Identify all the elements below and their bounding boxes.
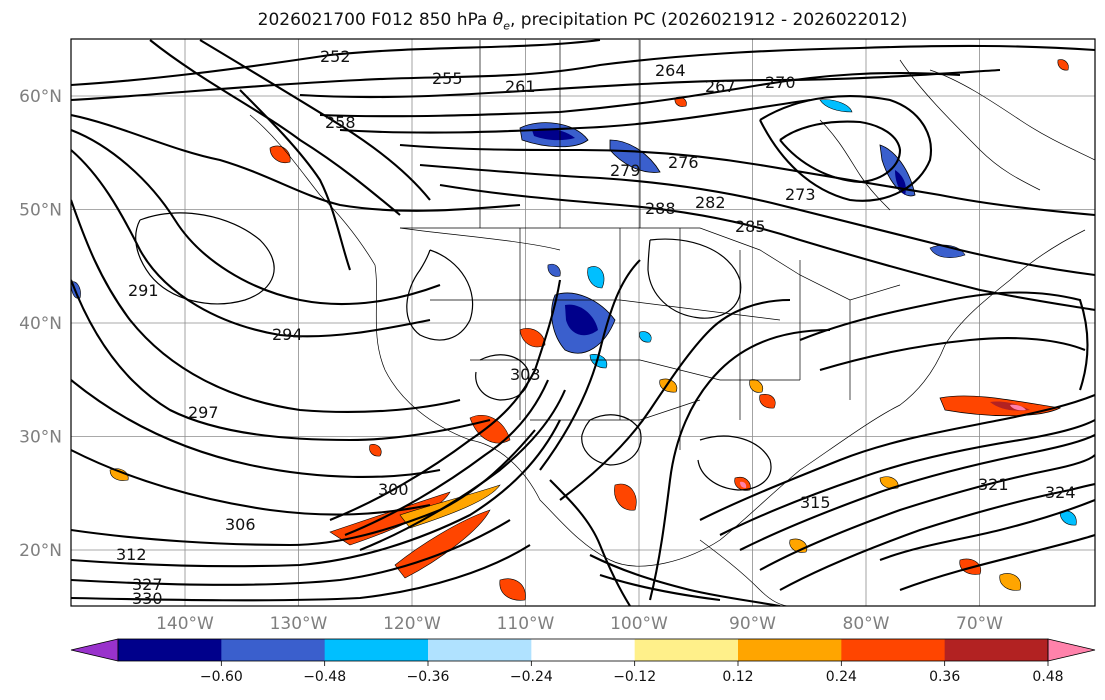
colorbar-tick-label: 0.12 (722, 669, 753, 685)
title-rest: , precipitation PC (2026021912 - 2026022… (509, 10, 908, 30)
coastlines-borders (249, 40, 1095, 606)
lon-label: 140°W (156, 614, 214, 634)
contour-label-312: 312 (116, 545, 147, 564)
contour-label-258: 258 (325, 113, 356, 132)
contour-label-273: 273 (785, 185, 816, 204)
contour-label-303: 303 (510, 365, 541, 384)
colorbar-segment (531, 639, 636, 661)
colorbar-tick-label: 0.48 (1032, 669, 1063, 685)
contour-label-270: 270 (765, 73, 796, 92)
contour-label-267: 267 (705, 77, 736, 96)
lon-label: 100°W (610, 614, 668, 634)
lat-label: 40°N (19, 314, 62, 334)
contour-label-297: 297 (188, 403, 219, 422)
contour-label-279: 279 (610, 161, 641, 180)
lat-label: 20°N (19, 541, 62, 561)
contour-label-306: 306 (225, 515, 256, 534)
precip-negative-areas (71, 99, 1077, 526)
contour-label-261: 261 (505, 77, 536, 96)
lon-label: 130°W (270, 614, 328, 634)
contour-label-252: 252 (320, 47, 351, 66)
contour-label-327: 327 (132, 575, 163, 594)
longitude-labels: 140°W 130°W 120°W 110°W 100°W 90°W 80°W 70°W (156, 614, 1003, 634)
colorbar-extend-high (1047, 638, 1096, 662)
title-theta: θ (492, 10, 504, 30)
colorbar-tick-label: −0.24 (510, 669, 553, 685)
lat-label: 30°N (19, 428, 62, 448)
theta-e-contours (71, 39, 1095, 606)
contour-label-264: 264 (655, 61, 686, 80)
colorbar-tick-label: −0.48 (303, 669, 346, 685)
map-layers (71, 39, 1095, 606)
contour-label-294: 294 (272, 325, 303, 344)
contour-label-285: 285 (735, 217, 766, 236)
colorbar-frame (117, 638, 1049, 662)
lon-label: 70°W (956, 614, 1003, 634)
title-main: 2026021700 F012 850 hPa (257, 10, 493, 30)
colorbar: −0.60 −0.48 −0.36 −0.24 −0.12 0.12 0.24 0.36 0.4… (70, 638, 1096, 685)
colorbar-segment (634, 639, 739, 661)
colorbar-tick-label: 0.24 (826, 669, 857, 685)
plot-frame (70, 38, 1096, 607)
contour-label-330: 330 (132, 589, 163, 608)
colorbar-tick-label: −0.36 (407, 669, 450, 685)
colorbar-extend-low (70, 638, 119, 662)
contour-label-276: 276 (668, 153, 699, 172)
lat-label: 60°N (19, 87, 62, 107)
contour-label-324: 324 (1045, 483, 1076, 502)
colorbar-segment (324, 639, 429, 661)
theta-e-minor-contours (135, 212, 772, 491)
contour-label-282: 282 (695, 193, 726, 212)
colorbar-tick-label: −0.12 (613, 669, 656, 685)
latitude-labels: 60°N 50°N 40°N 30°N 20°N (19, 87, 62, 561)
colorbar-segment (428, 639, 532, 661)
lon-label: 90°W (729, 614, 776, 634)
colorbar-segment (221, 639, 326, 661)
contour-label-291: 291 (128, 281, 159, 300)
contour-label-315: 315 (800, 493, 831, 512)
colorbar-tick-label: −0.60 (200, 669, 243, 685)
lon-label: 120°W (383, 614, 441, 634)
lon-label: 80°W (843, 614, 890, 634)
contour-labels: 252 255 261 264 267 270 273 258 276 279 … (116, 47, 1076, 608)
colorbar-segment (944, 639, 1049, 661)
contour-label-288: 288 (645, 199, 676, 218)
colorbar-segment (841, 639, 946, 661)
contour-label-255: 255 (432, 69, 463, 88)
chart-title: 2026021700 F012 850 hPa θe, precipitatio… (0, 10, 1105, 32)
contour-label-321: 321 (978, 475, 1009, 494)
lon-label: 110°W (497, 614, 555, 634)
colorbar-tick-label: 0.36 (929, 669, 960, 685)
title-subscript: e (503, 19, 510, 33)
colorbar-segment (118, 639, 222, 661)
lat-label: 50°N (19, 201, 62, 221)
colorbar-segment (738, 639, 842, 661)
contour-label-300: 300 (378, 480, 409, 499)
